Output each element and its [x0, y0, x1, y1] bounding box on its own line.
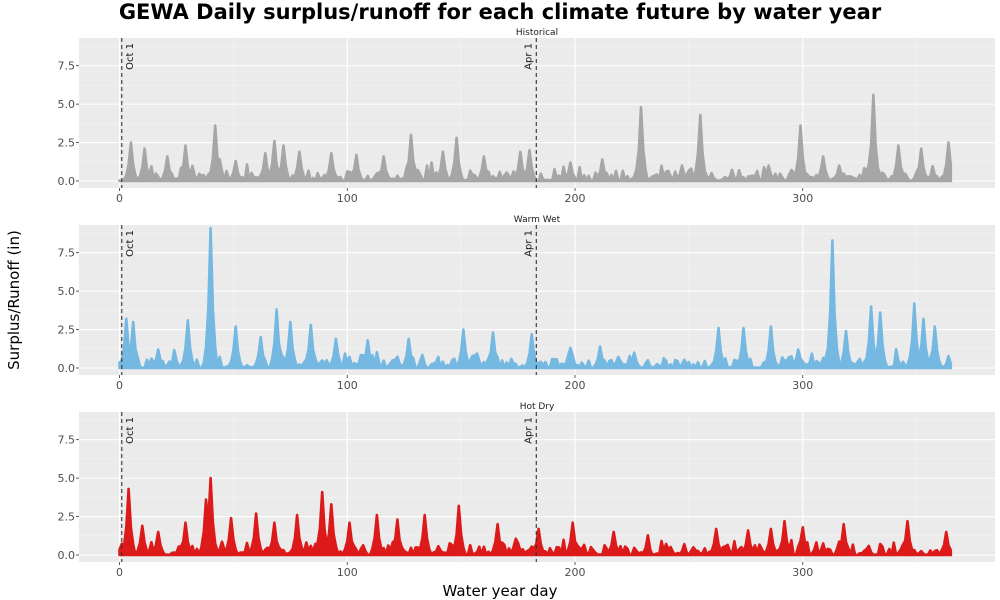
y-tick-label: 5.0	[58, 285, 76, 298]
series-area	[118, 476, 953, 557]
reference-line-label: Apr 1	[523, 43, 534, 70]
panel-title: Warm Wet	[514, 215, 561, 225]
x-tick-label: 0	[116, 192, 123, 205]
panel-historical: Historical Oct 1 Apr 1 0.0 2.5 5.0 7.5 0 100 200 3…	[58, 28, 995, 205]
panel-warm-wet: Warm Wet Oct 1 Apr 1 0.0 2.5 5.0 7.5 0 100 200 300	[58, 215, 995, 392]
x-tick-label: 300	[792, 566, 813, 579]
y-tick-label: 0.0	[58, 549, 76, 562]
x-tick-label: 0	[116, 566, 123, 579]
series-area	[118, 226, 953, 370]
x-tick-label: 300	[792, 192, 813, 205]
x-tick-label: 100	[337, 379, 358, 392]
x-axis-label: Water year day	[442, 582, 558, 600]
y-tick-label: 2.5	[58, 324, 76, 337]
x-tick-label: 200	[565, 192, 586, 205]
y-axis-label: Surplus/Runoff (in)	[5, 230, 23, 370]
y-tick-label: 7.5	[58, 60, 76, 73]
reference-line-label: Oct 1	[125, 417, 136, 444]
reference-line-label: Oct 1	[125, 43, 136, 70]
panel-title: Hot Dry	[520, 402, 555, 412]
x-tick-label: 100	[337, 566, 358, 579]
y-tick-label: 7.5	[58, 434, 76, 447]
x-tick-label: 0	[116, 379, 123, 392]
x-tick-label: 200	[565, 566, 586, 579]
panel-background	[79, 38, 995, 188]
y-tick-label: 0.0	[58, 362, 76, 375]
x-tick-label: 100	[337, 192, 358, 205]
y-tick-label: 0.0	[58, 175, 76, 188]
y-tick-label: 5.0	[58, 98, 76, 111]
panel-hot-dry: Hot Dry Oct 1 Apr 1 0.0 2.5 5.0 7.5 0 100 200 300	[58, 402, 995, 579]
y-tick-label: 5.0	[58, 472, 76, 485]
chart-title: GEWA Daily surplus/runoff for each clima…	[118, 0, 882, 24]
reference-line-label: Apr 1	[523, 230, 534, 257]
reference-line-label: Apr 1	[523, 417, 534, 444]
y-tick-label: 2.5	[58, 137, 76, 150]
y-tick-label: 7.5	[58, 247, 76, 260]
y-tick-label: 2.5	[58, 511, 76, 524]
panel-title: Historical	[516, 28, 558, 38]
panel-background	[79, 225, 995, 375]
x-tick-label: 300	[792, 379, 813, 392]
reference-line-label: Oct 1	[125, 230, 136, 257]
x-tick-label: 200	[565, 379, 586, 392]
